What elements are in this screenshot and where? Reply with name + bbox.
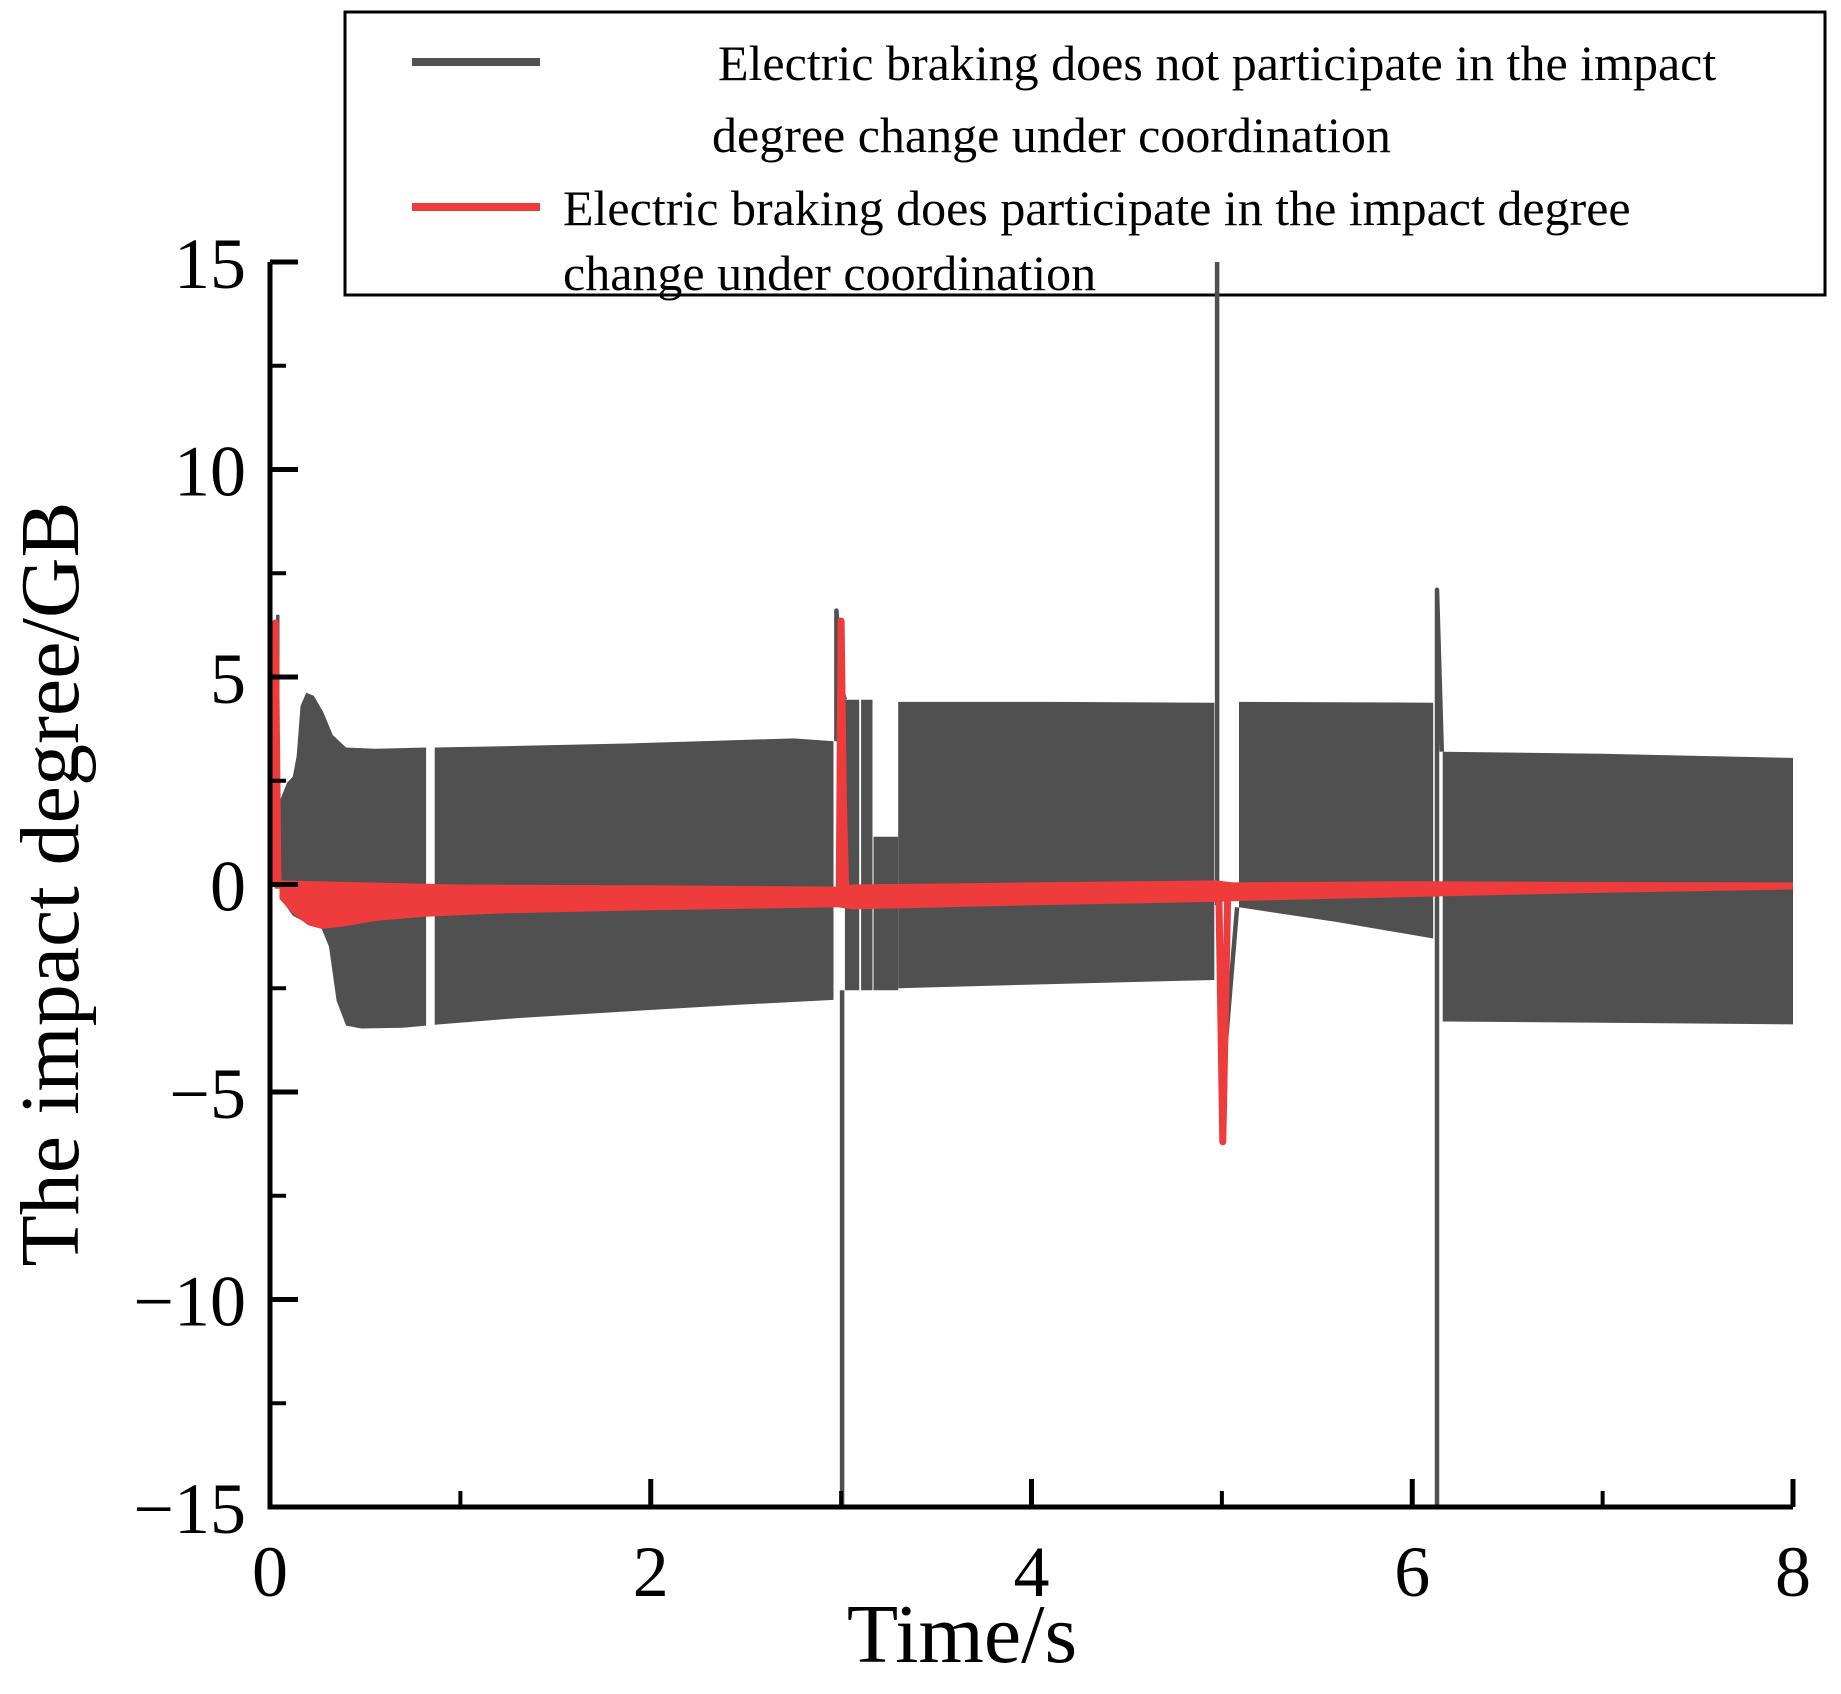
y-tick-label: 5 — [210, 639, 246, 719]
x-tick-label: 4 — [1014, 1532, 1050, 1612]
y-tick-label: 0 — [210, 847, 246, 927]
series-gray-band — [1239, 701, 1434, 939]
x-axis-title: Time/s — [847, 1588, 1077, 1681]
series-gray-band — [279, 692, 427, 1029]
x-tick-label: 0 — [252, 1532, 288, 1612]
series-red-spike — [1215, 901, 1232, 1146]
series-layer — [269, 262, 1793, 1507]
y-tick-label: −5 — [169, 1054, 246, 1134]
y-tick-label: −10 — [133, 1262, 246, 1342]
legend-entry-2-line-2: change under coordination — [563, 245, 1096, 301]
legend-entry-1-line-1: Electric braking does not participate in… — [718, 35, 1716, 91]
x-tick-label: 2 — [633, 1532, 669, 1612]
series-red-spike — [835, 617, 850, 898]
series-gray-band — [844, 699, 860, 991]
x-tick-label: 8 — [1775, 1532, 1811, 1612]
axes: −15 −10 −5 0 5 10 15 0 2 4 6 8 — [133, 224, 1811, 1612]
legend: Electric braking does not participate in… — [343, 10, 1827, 301]
series-gray-band — [873, 836, 899, 991]
legend-box — [343, 10, 1827, 297]
series-gray-band — [898, 701, 1215, 989]
x-tick-label: 6 — [1394, 1532, 1430, 1612]
series-gray-spike — [1434, 587, 1445, 1507]
legend-entry-2-line-1: Electric braking does participate in the… — [563, 180, 1631, 236]
series-gray-band — [861, 699, 873, 991]
y-tick-label: −15 — [133, 1469, 246, 1549]
y-tick-label: 15 — [174, 224, 246, 304]
y-axis-title: The impact degree/GB — [4, 501, 97, 1266]
y-tick-label: 10 — [174, 432, 246, 512]
series-gray-band — [434, 738, 834, 1025]
series-red-spike — [269, 619, 282, 889]
series-red-band — [279, 880, 1793, 929]
legend-entry-1-line-2: degree change under coordination — [712, 107, 1391, 163]
